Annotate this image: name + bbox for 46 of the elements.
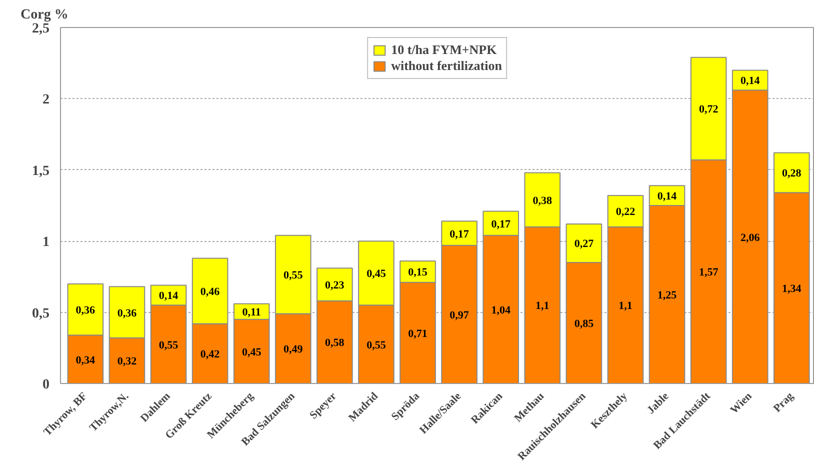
data-label: 0,23 (325, 280, 345, 292)
data-label: 0,45 (242, 346, 262, 358)
data-label: 0,14 (740, 75, 760, 88)
data-label: 0,42 (200, 348, 220, 361)
data-label: 0,97 (450, 309, 470, 322)
data-label: 0,17 (491, 218, 511, 230)
data-label: 0,17 (450, 228, 470, 240)
data-label: 0,55 (158, 339, 179, 352)
data-label: 0,36 (76, 304, 96, 316)
y-tick-label: 0,5 (32, 306, 50, 322)
data-label: 0,34 (76, 354, 96, 366)
data-label: 1,1 (618, 300, 632, 312)
data-label: 1,57 (698, 266, 719, 279)
data-label: 1,25 (657, 290, 678, 302)
y-tick-label: 2 (42, 92, 50, 108)
data-label: 0,49 (284, 344, 304, 356)
data-label: 0,55 (366, 339, 386, 352)
data-label: 0,14 (657, 190, 678, 203)
y-tick-label: 1,5 (32, 164, 50, 179)
y-tick-label: 2,5 (32, 22, 50, 36)
data-label: 0,72 (698, 104, 719, 116)
data-label: 0,58 (325, 337, 345, 350)
data-label: 0,15 (408, 266, 428, 279)
legend-label: 10 t/ha FYM+NPK (391, 42, 497, 58)
data-label: 2,06 (740, 232, 760, 244)
data-label: 0,45 (366, 268, 386, 280)
data-label: 0,55 (284, 270, 304, 282)
data-label: 0,11 (242, 306, 261, 319)
data-label: 0,46 (200, 286, 220, 298)
y-tick-label: 0 (42, 378, 50, 392)
data-label: 0,85 (574, 318, 594, 330)
data-label: 0,22 (616, 206, 636, 218)
data-label: 0,14 (158, 290, 179, 302)
data-label: 0,38 (532, 194, 553, 207)
data-label: 0,27 (574, 238, 594, 250)
data-label: 0,71 (408, 328, 428, 340)
x-tick-label: Wien (728, 390, 754, 416)
data-label: 0,28 (782, 168, 802, 180)
data-label: 1,04 (491, 304, 511, 316)
data-label: 1,1 (536, 300, 550, 312)
data-label: 0,32 (117, 356, 138, 368)
y-axis-title: Corg % (20, 8, 68, 22)
data-label: 1,34 (782, 283, 802, 296)
data-label: 0,36 (117, 307, 138, 320)
y-tick-label: 1 (42, 235, 50, 250)
legend-label: without fertilization (391, 58, 502, 74)
